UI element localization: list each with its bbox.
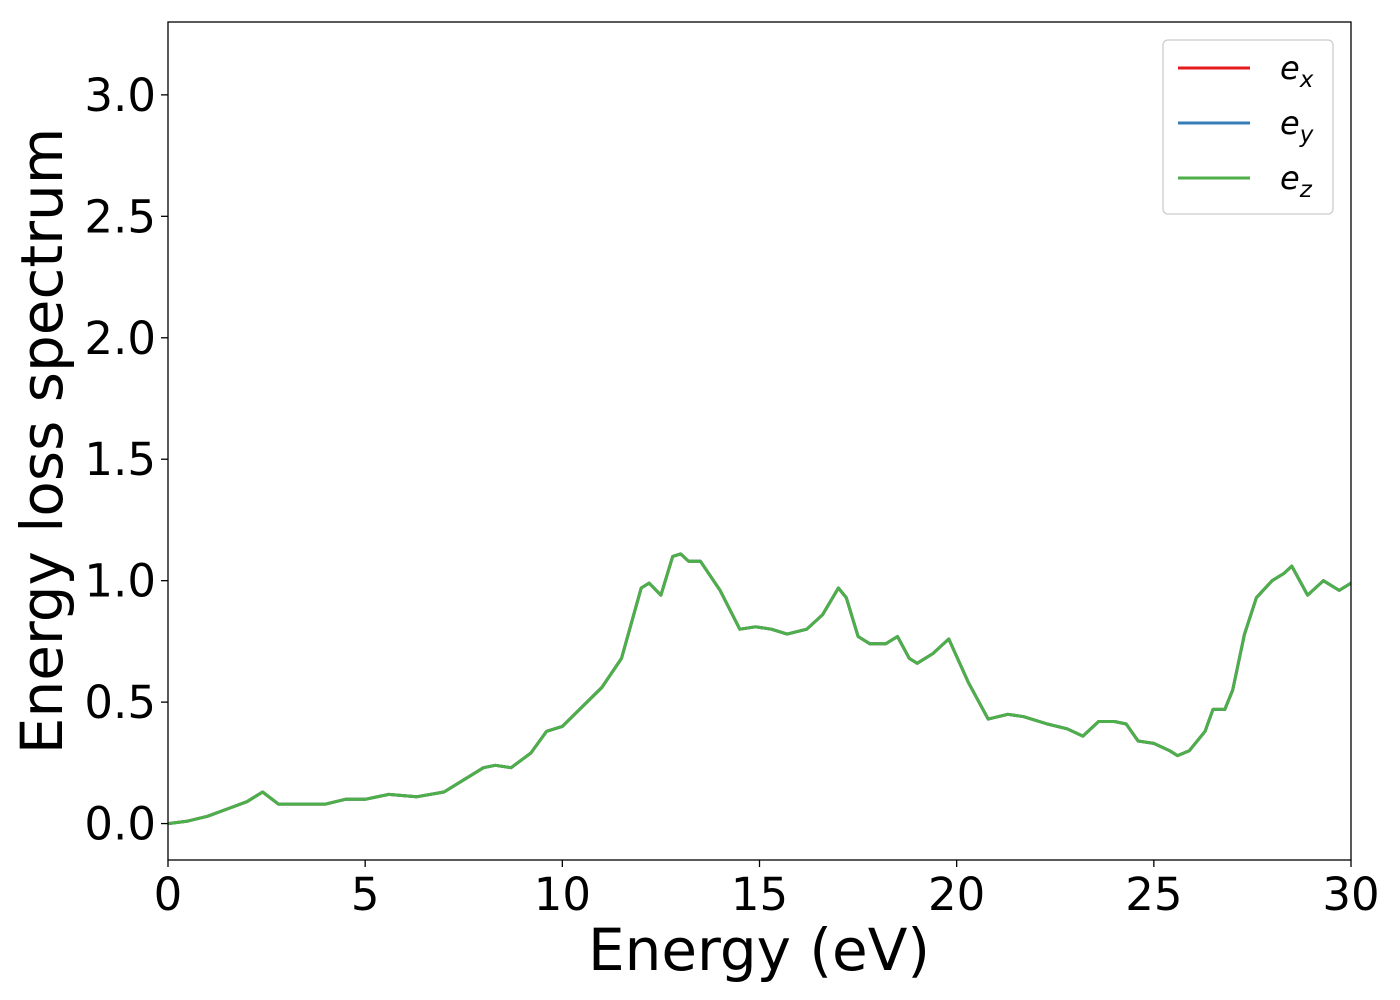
series-layer: [168, 552, 1351, 826]
legend-label-subscript: x: [1299, 67, 1314, 93]
y-tick-label: 0.5: [84, 676, 156, 729]
x-tick-label: 15: [731, 868, 788, 921]
y-tick-label: 1.5: [84, 433, 156, 486]
y-axis-ticks: 0.0 0.5 1.0 1.5 2.0 2.5 3.0: [84, 69, 168, 851]
legend-label: ez: [1280, 159, 1313, 203]
x-tick-label: 30: [1322, 868, 1379, 921]
x-axis-ticks: 0 5 10 15 20 25 30: [154, 860, 1380, 921]
legend-label: ex: [1280, 49, 1314, 93]
legend-label-base: e: [1280, 159, 1300, 197]
legend-box: [1162, 39, 1334, 215]
x-tick-label: 5: [351, 868, 380, 921]
y-tick-label: 0.0: [84, 798, 156, 851]
legend-label-base: e: [1280, 49, 1300, 87]
x-tick-label: 20: [928, 868, 985, 921]
y-tick-label: 1.0: [84, 555, 156, 608]
legend-label-subscript: z: [1299, 177, 1313, 203]
legend-label-subscript: y: [1299, 122, 1314, 148]
x-tick-label: 10: [534, 868, 591, 921]
y-tick-label: 3.0: [84, 69, 156, 122]
y-tick-label: 2.0: [84, 312, 156, 365]
x-tick-label: 25: [1125, 868, 1182, 921]
series-line-e-z: [168, 552, 1351, 826]
x-axis-label: Energy (eV): [588, 916, 930, 984]
x-tick-label: 0: [154, 868, 183, 921]
y-tick-label: 2.5: [84, 190, 156, 243]
y-axis-label: Energy loss spectrum: [8, 128, 76, 754]
legend-label: ey: [1280, 104, 1314, 148]
legend-label-base: e: [1280, 104, 1300, 142]
